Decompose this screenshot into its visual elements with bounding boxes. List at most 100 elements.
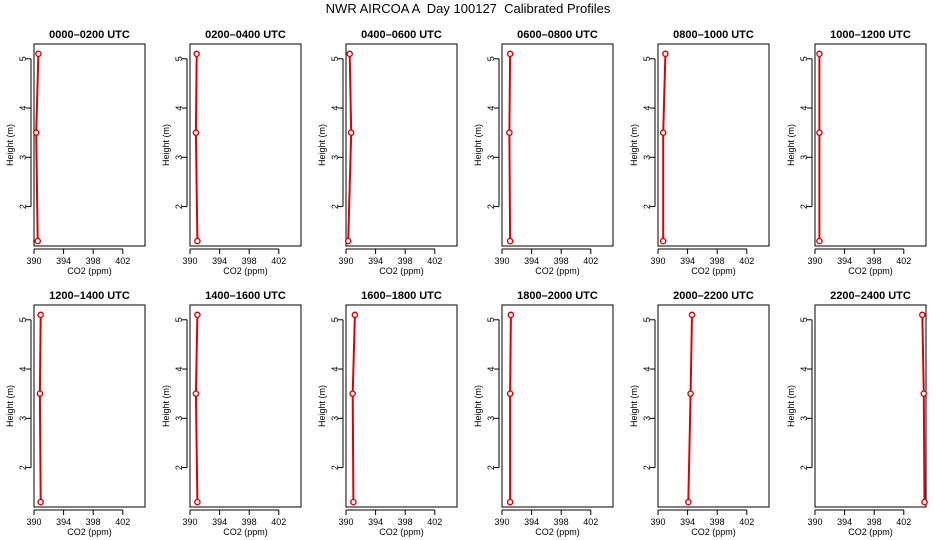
x-axis-label: CO2 (ppm) — [691, 527, 736, 537]
y-tick-label: 4 — [799, 367, 809, 372]
y-axis-label: Height (m) — [786, 124, 796, 166]
data-point — [919, 311, 926, 319]
data-point — [685, 498, 692, 506]
x-tick-label: 394 — [837, 517, 852, 527]
data-point — [506, 129, 513, 136]
y-tick-label: 3 — [486, 416, 496, 421]
y-tick-label: 3 — [799, 155, 809, 160]
profile-line — [347, 53, 353, 242]
panel-title: 0800–1000 UTC — [673, 29, 754, 41]
x-tick-label: 402 — [115, 256, 130, 266]
x-tick-label: 390 — [338, 517, 353, 527]
plot-frame — [345, 43, 458, 247]
x-tick-label: 394 — [837, 256, 852, 266]
x-tick-label: 390 — [26, 256, 41, 266]
x-axis-label: CO2 (ppm) — [535, 266, 580, 276]
y-tick-label: 2 — [642, 204, 652, 209]
y-tick-label: 5 — [174, 56, 184, 61]
data-point — [506, 390, 514, 397]
data-point — [506, 498, 514, 506]
x-tick-label: 390 — [494, 256, 509, 266]
y-tick-label: 5 — [486, 317, 496, 322]
profile-line — [194, 314, 199, 503]
x-tick-label: 398 — [554, 256, 569, 266]
panel-title: 1000–1200 UTC — [830, 29, 911, 41]
plot-frame — [657, 304, 770, 508]
panel-title: 0000–0200 UTC — [49, 29, 130, 41]
y-axis-label: Height (m) — [5, 385, 15, 427]
y-tick-label: 4 — [486, 106, 496, 111]
y-axis-label: Height (m) — [317, 124, 327, 166]
data-point — [816, 129, 823, 136]
y-tick-label: 4 — [330, 367, 340, 372]
profile-line — [509, 314, 512, 503]
x-axis-label: CO2 (ppm) — [379, 527, 424, 537]
x-tick-label: 402 — [583, 256, 598, 266]
data-point — [816, 50, 823, 58]
plot-frame — [33, 43, 146, 247]
data-point — [37, 498, 44, 506]
y-tick-label: 5 — [799, 317, 809, 322]
data-point — [921, 498, 928, 506]
y-tick-label: 2 — [486, 204, 496, 209]
x-tick-label: 398 — [86, 517, 101, 527]
y-tick-label: 3 — [18, 155, 28, 160]
x-tick-label: 398 — [398, 256, 413, 266]
profile-line — [194, 53, 199, 242]
data-point — [194, 498, 201, 506]
x-tick-label: 398 — [554, 517, 569, 527]
x-tick-label: 390 — [494, 517, 509, 527]
y-tick-label: 5 — [642, 317, 652, 322]
x-tick-label: 398 — [242, 256, 257, 266]
plot-frame — [657, 43, 770, 247]
y-axis-label: Height (m) — [5, 124, 15, 166]
x-tick-label: 390 — [26, 517, 41, 527]
y-tick-label: 5 — [18, 56, 28, 61]
y-axis-label: Height (m) — [473, 385, 483, 427]
panel-title: 1200–1400 UTC — [49, 290, 130, 302]
y-tick-label: 2 — [486, 465, 496, 470]
panel-title: 2000–2200 UTC — [673, 290, 754, 302]
y-tick-label: 2 — [799, 204, 809, 209]
data-point — [194, 237, 201, 245]
data-point — [347, 129, 355, 136]
x-axis-label: CO2 (ppm) — [848, 266, 893, 276]
y-tick-label: 4 — [642, 367, 652, 372]
y-axis-label: Height (m) — [161, 124, 171, 166]
x-tick-label: 394 — [680, 256, 695, 266]
x-axis-label: CO2 (ppm) — [379, 266, 424, 276]
plot-frame — [501, 304, 614, 508]
data-point — [194, 311, 201, 319]
x-tick-label: 402 — [896, 517, 911, 527]
plot-frame — [814, 304, 927, 508]
data-point — [659, 237, 667, 245]
y-tick-label: 3 — [486, 155, 496, 160]
plot-frame — [189, 43, 302, 247]
y-tick-label: 2 — [174, 465, 184, 470]
x-tick-label: 394 — [368, 256, 383, 266]
x-tick-label: 394 — [524, 517, 539, 527]
x-tick-label: 390 — [650, 517, 665, 527]
y-tick-label: 3 — [799, 416, 809, 421]
y-axis-label: Height (m) — [629, 385, 639, 427]
profile-line — [687, 314, 693, 503]
x-tick-label: 390 — [807, 256, 822, 266]
data-point — [506, 50, 514, 58]
data-point — [662, 50, 669, 58]
data-point — [816, 237, 823, 245]
y-tick-label: 4 — [642, 106, 652, 111]
profile-line — [921, 314, 926, 503]
y-tick-label: 5 — [174, 317, 184, 322]
panel-title: 1800–2000 UTC — [517, 290, 598, 302]
x-tick-label: 390 — [182, 256, 197, 266]
figure-title: NWR AIRCOA A Day 100127 Calibrated Profi… — [325, 1, 611, 16]
y-tick-label: 4 — [18, 367, 28, 372]
y-tick-label: 2 — [18, 204, 28, 209]
